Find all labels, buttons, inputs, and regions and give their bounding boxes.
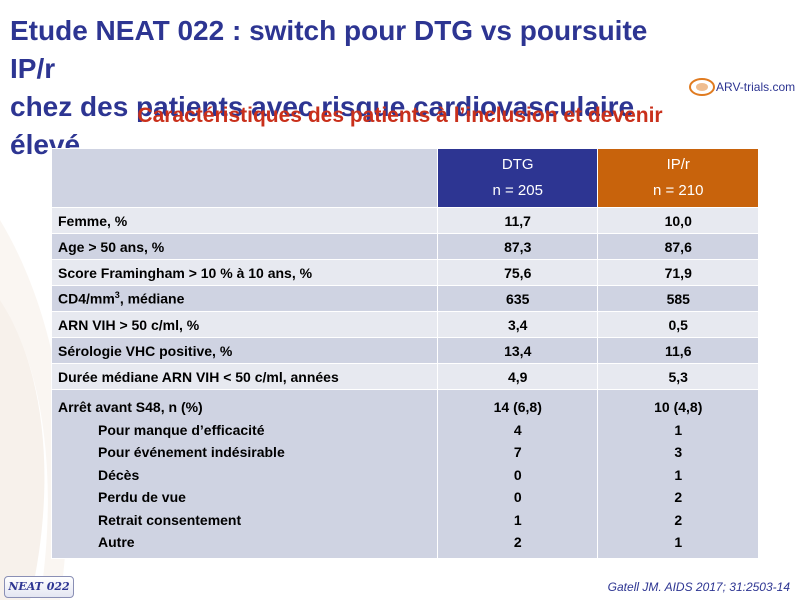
header-dtg: DTG n = 205 xyxy=(436,148,599,208)
logo-text: ARV-trials.com xyxy=(716,80,796,94)
discontinuation-ipr: 10 (4,8) 1 3 1 2 2 1 xyxy=(597,389,759,559)
dtg-value: 7 xyxy=(513,444,522,460)
dtg-value: 4,9 xyxy=(436,363,599,390)
ipr-value: 10 (4,8) xyxy=(654,399,703,415)
table-row: Score Framingham > 10 % à 10 ans, % 75,6… xyxy=(51,259,759,286)
reason-label: Pour événement indésirable xyxy=(98,444,285,460)
ipr-value: 1 xyxy=(674,421,683,438)
title-line-2: chez des patients avec risque cardiovasc… xyxy=(10,91,635,160)
ipr-value: 87,6 xyxy=(597,233,759,260)
table-header-row: DTG n = 205 IP/r n = 210 xyxy=(51,148,759,208)
row-label-cd4: CD4/mm3, médiane xyxy=(51,285,438,312)
reason-label: Pour manque d’efficacité xyxy=(98,421,265,438)
dtg-value: 2 xyxy=(513,534,522,550)
ipr-value: 5,3 xyxy=(597,363,759,390)
ipr-value: 2 xyxy=(674,511,683,528)
header-empty-cell xyxy=(51,148,438,208)
reason-label: Décès xyxy=(98,466,140,483)
row-label: Score Framingham > 10 % à 10 ans, % xyxy=(51,259,438,286)
ipr-value: 11,6 xyxy=(597,337,759,364)
dtg-value: 13,4 xyxy=(436,337,599,364)
reason-label: Autre xyxy=(98,534,135,550)
table-row: Age > 50 ans, % 87,3 87,6 xyxy=(51,233,759,260)
header-dtg-n: n = 205 xyxy=(492,182,543,199)
ipr-value: 0,5 xyxy=(597,311,759,338)
ipr-value: 3 xyxy=(674,444,683,460)
header-ipr-n: n = 210 xyxy=(653,182,704,199)
title-line-1: Etude NEAT 022 : switch pour DTG vs pour… xyxy=(10,15,648,84)
dtg-value: 635 xyxy=(436,285,599,312)
header-ipr-label: IP/r xyxy=(666,156,690,173)
citation: Gatell JM. AIDS 2017; 31:2503-14 xyxy=(607,580,790,594)
reason-label: Retrait consentement xyxy=(98,511,242,528)
discontinuation-label: Arrêt avant S48, n (%) xyxy=(58,399,203,415)
dtg-value: 4 xyxy=(513,421,522,438)
arv-trials-logo xyxy=(689,78,715,96)
ipr-value: 2 xyxy=(674,489,683,505)
dtg-value: 14 (6,8) xyxy=(493,399,542,415)
dtg-value: 0 xyxy=(513,466,522,483)
discontinuation-labels: Arrêt avant S48, n (%) Pour manque d’eff… xyxy=(51,389,438,559)
ipr-value: 1 xyxy=(674,534,683,550)
table-row: Femme, % 11,7 10,0 xyxy=(51,207,759,234)
header-ipr: IP/r n = 210 xyxy=(597,148,759,208)
row-label: Sérologie VHC positive, % xyxy=(51,337,438,364)
study-badge: NEAT 022 xyxy=(4,576,74,598)
table-row: CD4/mm3, médiane 635 585 xyxy=(51,285,759,312)
dtg-value: 75,6 xyxy=(436,259,599,286)
dtg-value: 0 xyxy=(513,489,522,505)
table-row: Durée médiane ARN VIH < 50 c/ml, années … xyxy=(51,363,759,390)
table-row-discontinuation: Arrêt avant S48, n (%) Pour manque d’eff… xyxy=(51,389,759,559)
dtg-value: 87,3 xyxy=(436,233,599,260)
page-title: Etude NEAT 022 : switch pour DTG vs pour… xyxy=(10,12,700,164)
ipr-value: 10,0 xyxy=(597,207,759,234)
superscript: 3 xyxy=(114,290,120,301)
dtg-value: 11,7 xyxy=(436,207,599,234)
discontinuation-dtg: 14 (6,8) 4 7 0 0 1 2 xyxy=(436,389,599,559)
table-row: ARN VIH > 50 c/ml, % 3,4 0,5 xyxy=(51,311,759,338)
table-row: Sérologie VHC positive, % 13,4 11,6 xyxy=(51,337,759,364)
dtg-value: 1 xyxy=(513,511,522,528)
dtg-value: 3,4 xyxy=(436,311,599,338)
patient-characteristics-table: DTG n = 205 IP/r n = 210 Femme, % 11,7 1… xyxy=(51,148,759,559)
reason-label: Perdu de vue xyxy=(98,489,186,505)
ipr-value: 585 xyxy=(597,285,759,312)
row-label-suffix: , médiane xyxy=(119,290,185,307)
ipr-value: 1 xyxy=(674,466,683,483)
row-label: Durée médiane ARN VIH < 50 c/ml, années xyxy=(51,363,438,390)
row-label: Age > 50 ans, % xyxy=(51,233,438,260)
row-label-text: CD4/mm xyxy=(58,290,115,307)
ipr-value: 71,9 xyxy=(597,259,759,286)
slide-subtitle: Caractéristiques des patients à l’inclus… xyxy=(137,104,663,127)
row-label: Femme, % xyxy=(51,207,438,234)
row-label: ARN VIH > 50 c/ml, % xyxy=(51,311,438,338)
header-dtg-label: DTG xyxy=(501,156,534,173)
